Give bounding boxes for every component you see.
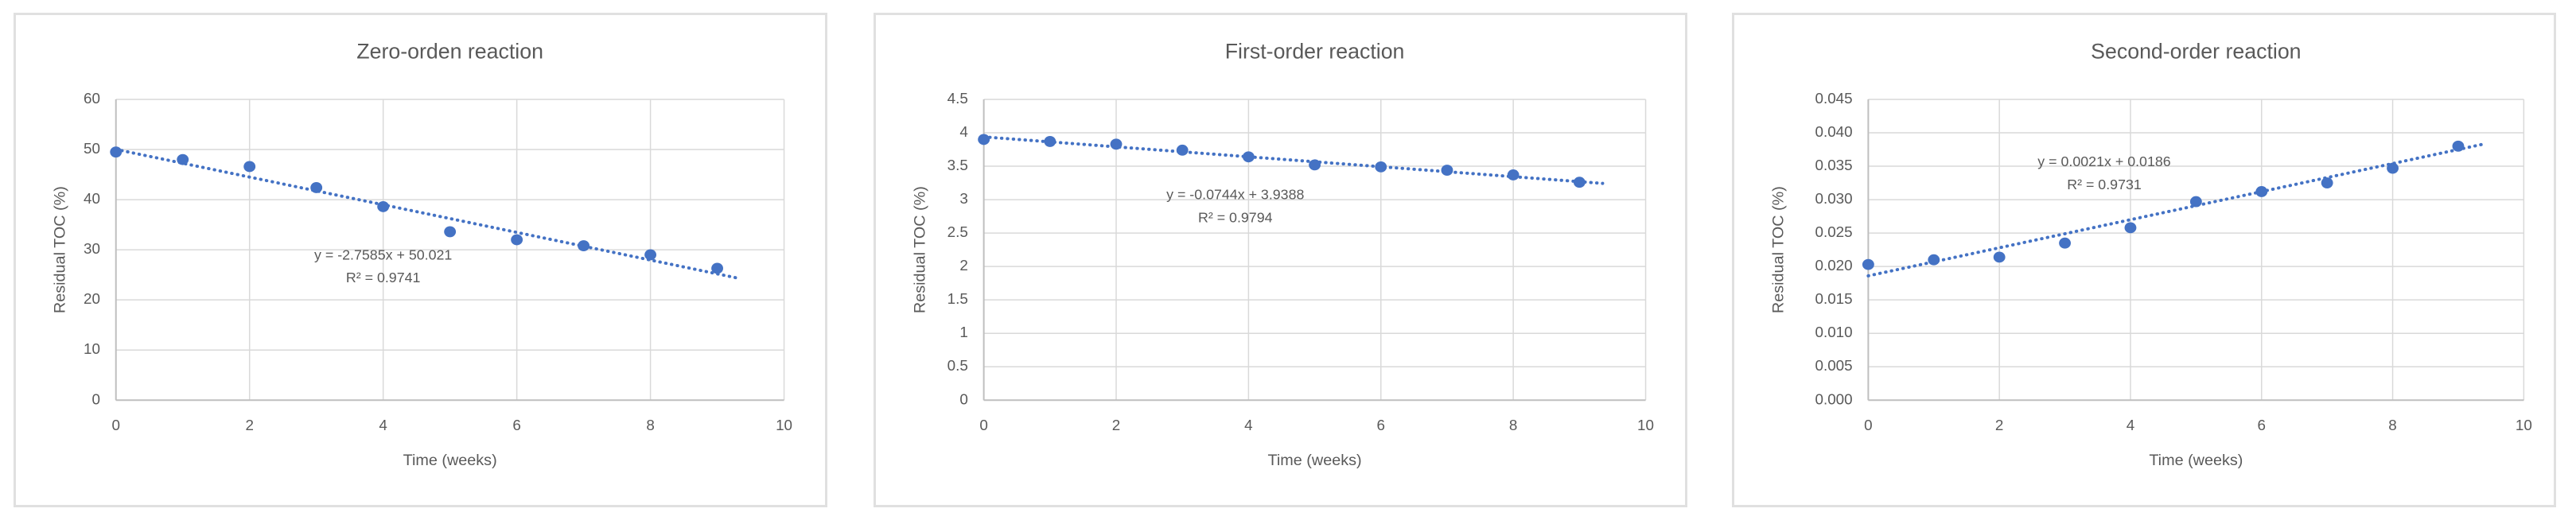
x-tick-label: 4: [379, 417, 387, 433]
y-tick-label: 0.015: [1815, 290, 1853, 307]
x-tick-label: 10: [1637, 417, 1654, 433]
y-tick-label: 2: [959, 257, 967, 274]
data-point: [511, 234, 523, 246]
chart-title: Zero-orden reaction: [356, 40, 543, 64]
data-point: [110, 146, 123, 158]
x-tick-label: 6: [512, 417, 520, 433]
data-point: [310, 182, 323, 193]
x-tick-label: 8: [1509, 417, 1517, 433]
chart-panel-second-order: 0.000 0.005 0.010 0.015 0.020 0.025 0.030 0.035…: [1732, 13, 2556, 507]
y-tick-label: 4: [959, 123, 967, 140]
y-tick-label: 30: [84, 240, 100, 257]
y-tick-label: 0: [91, 390, 99, 407]
x-tick-label: 2: [245, 417, 253, 433]
data-point: [644, 249, 657, 261]
data-point: [711, 262, 723, 274]
data-point: [1507, 169, 1520, 180]
x-axis-title: Time (weeks): [2149, 452, 2243, 469]
data-point: [444, 226, 457, 238]
chart-title: Second-order reaction: [2091, 40, 2301, 64]
y-tick-label: 0.005: [1815, 357, 1853, 374]
y-tick-label: 40: [84, 190, 100, 207]
y-axis-title: Residual TOC (%): [912, 186, 929, 313]
data-point: [1573, 177, 1586, 188]
data-point: [1993, 251, 2006, 263]
x-tick-label: 4: [2127, 417, 2134, 433]
data-point: [377, 200, 390, 212]
x-axis-title: Time (weeks): [1268, 452, 1362, 469]
chart-first-order-reaction: 0 0.5 1 1.5 2 2.5 3 3.5 4 4.5 0 2 4 6 8 10 First-order r…: [912, 40, 1654, 469]
y-tick-label: 0.045: [1815, 90, 1853, 107]
data-point: [978, 134, 990, 146]
chart-panel-first-order: 0 0.5 1 1.5 2 2.5 3 3.5 4 4.5 0 2 4 6 8 10 First-order r…: [874, 13, 1687, 507]
y-tick-label: 1.5: [948, 290, 968, 307]
data-point: [2387, 162, 2399, 174]
data-point: [2452, 140, 2465, 152]
y-tick-label: 0.010: [1815, 324, 1853, 340]
y-tick-label: 0: [959, 390, 967, 407]
y-tick-label: 50: [84, 140, 100, 157]
y-tick-label: 0.035: [1815, 157, 1853, 173]
data-point: [1110, 138, 1123, 150]
data-point: [1862, 258, 1874, 270]
data-point: [1928, 254, 1940, 266]
trendline-equation: y = -0.0744x + 3.9388: [1166, 187, 1304, 203]
data-point: [1242, 151, 1255, 163]
chart-title: First-order reaction: [1225, 40, 1405, 64]
trendline-equation: y = 0.0021x + 0.0186: [2037, 153, 2170, 169]
data-point: [2124, 222, 2137, 234]
data-point: [1176, 144, 1189, 156]
x-axis-title: Time (weeks): [403, 452, 497, 469]
trendline: [114, 147, 742, 281]
y-tick-label: 0.030: [1815, 190, 1853, 207]
y-axis-title: Residual TOC (%): [52, 186, 69, 313]
y-tick-label: 0.5: [948, 357, 968, 374]
x-tick-label: 10: [2516, 417, 2532, 433]
chart-second-order-reaction: 0.000 0.005 0.010 0.015 0.020 0.025 0.030 0.035…: [1770, 40, 2532, 469]
data-point: [1441, 165, 1453, 177]
chart-panel-zero-order: 0 10 20 30 40 50 60 0 2 4 6 8 10 Zero-orden reaction T…: [14, 13, 827, 507]
x-tick-label: 6: [1377, 417, 1385, 433]
y-tick-label: 0.020: [1815, 257, 1853, 274]
data-point: [243, 161, 256, 173]
y-axis-title: Residual TOC (%): [1770, 186, 1788, 313]
y-tick-label: 0.040: [1815, 123, 1853, 140]
y-tick-label: 2.5: [948, 223, 968, 240]
r-squared-label: R² = 0.9741: [346, 270, 421, 285]
y-tick-label: 60: [84, 90, 100, 107]
x-tick-label: 2: [1995, 417, 2003, 433]
data-point: [1044, 135, 1056, 147]
y-tick-label: 0.000: [1815, 390, 1853, 407]
data-point: [578, 240, 590, 252]
y-tick-label: 10: [84, 340, 100, 357]
y-tick-label: 3.5: [948, 157, 968, 173]
x-tick-label: 0: [111, 417, 119, 433]
x-tick-label: 0: [1864, 417, 1872, 433]
data-point: [2255, 186, 2268, 197]
x-tick-label: 2: [1112, 417, 1120, 433]
data-point: [1309, 159, 1321, 171]
x-tick-label: 6: [2258, 417, 2266, 433]
r-squared-label: R² = 0.9731: [2067, 177, 2142, 192]
x-tick-label: 10: [776, 417, 792, 433]
y-tick-label: 0.025: [1815, 223, 1853, 240]
data-point: [2059, 237, 2071, 249]
chart-zero-order-reaction: 0 10 20 30 40 50 60 0 2 4 6 8 10 Zero-orden reaction T…: [52, 40, 792, 469]
data-point: [177, 153, 189, 165]
x-tick-label: 8: [646, 417, 654, 433]
y-tick-label: 1: [959, 324, 967, 340]
y-tick-label: 4.5: [948, 90, 968, 107]
data-point: [2189, 196, 2202, 208]
x-tick-label: 4: [1244, 417, 1252, 433]
y-tick-label: 20: [84, 290, 100, 307]
x-tick-label: 8: [2388, 417, 2396, 433]
data-point: [1375, 161, 1387, 173]
trendline: [1866, 142, 2486, 278]
r-squared-label: R² = 0.9794: [1198, 209, 1273, 225]
trendline-equation: y = -2.7585x + 50.021: [314, 246, 452, 262]
data-point: [2321, 177, 2333, 188]
y-tick-label: 3: [959, 190, 967, 207]
x-tick-label: 0: [979, 417, 987, 433]
